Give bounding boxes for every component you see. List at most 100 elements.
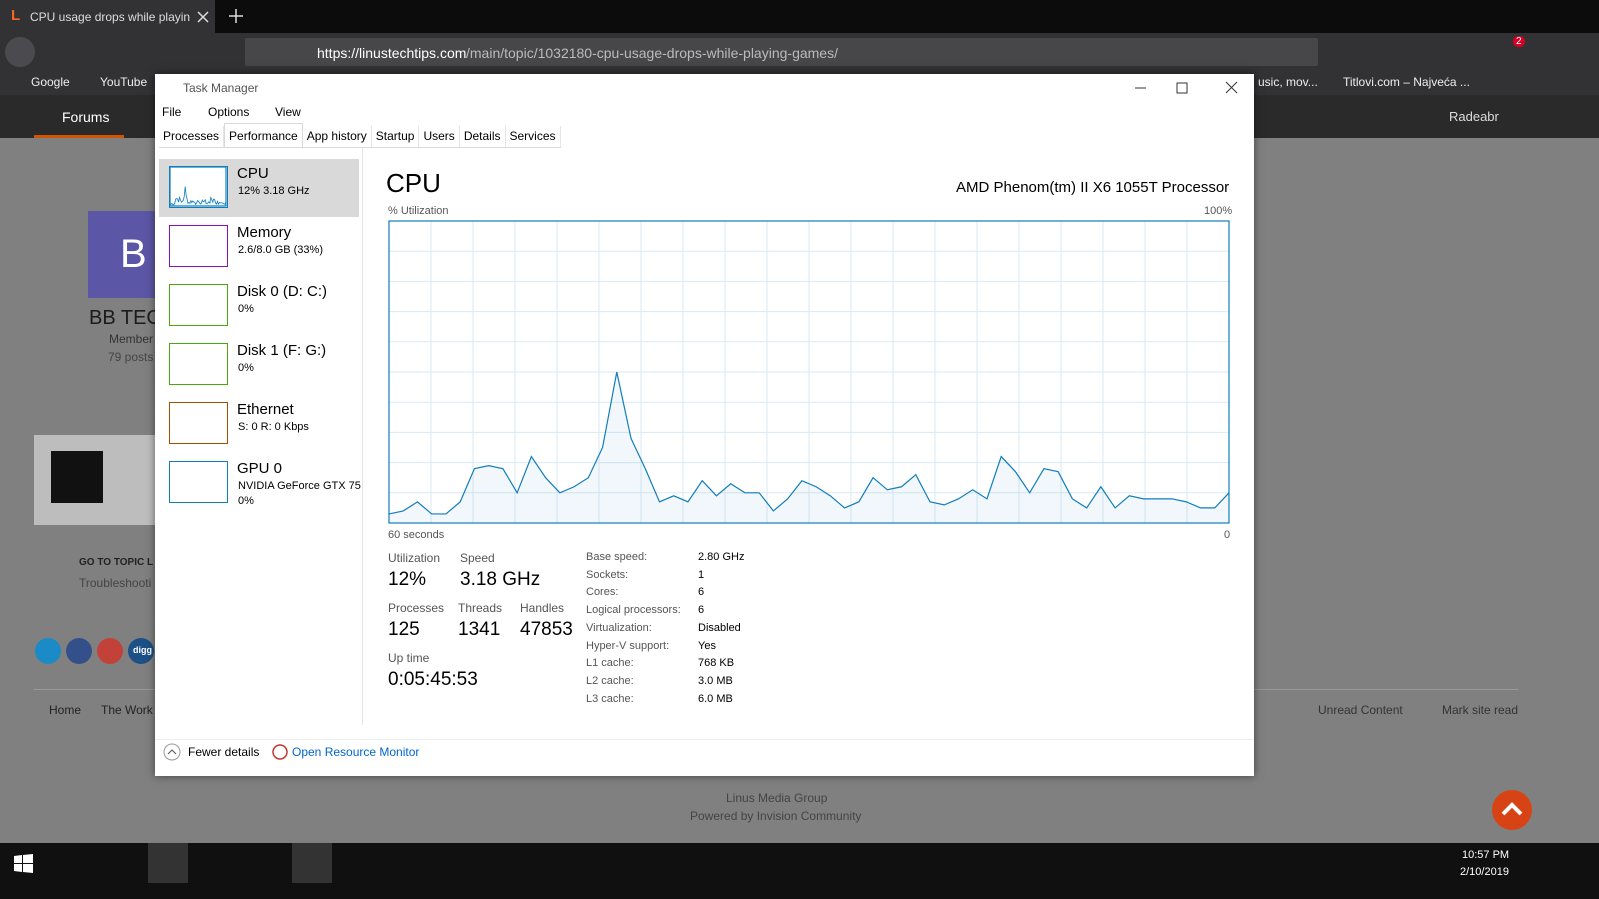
stat-value: 125 bbox=[388, 619, 420, 640]
footer-text: Linus Media Group bbox=[726, 791, 828, 805]
bookmark[interactable]: Google bbox=[31, 75, 70, 89]
spec-value: 3.0 MB bbox=[698, 674, 733, 687]
spec-label: Virtualization: bbox=[586, 621, 652, 634]
bookmark[interactable]: Titlovi.com – Najveća ... bbox=[1343, 75, 1470, 89]
bookmark[interactable]: YouTube bbox=[100, 75, 148, 89]
maximize[interactable] bbox=[1176, 82, 1188, 94]
heading: CPU bbox=[386, 168, 441, 198]
spec-value: 6 bbox=[698, 604, 705, 617]
device-detail: 0% bbox=[238, 303, 254, 315]
tab[interactable] bbox=[0, 0, 215, 33]
clock-time: 10:57 PM bbox=[1462, 849, 1510, 861]
menu-item[interactable]: Options bbox=[208, 105, 250, 119]
user-name[interactable]: Radeabr bbox=[1449, 109, 1499, 124]
extension-badge: 2 bbox=[1513, 36, 1525, 47]
device-detail: S: 0 R: 0 Kbps bbox=[238, 421, 309, 433]
breadcrumb[interactable]: Home bbox=[49, 703, 82, 717]
firefox-app[interactable] bbox=[148, 843, 188, 883]
user-avatar bbox=[51, 451, 103, 503]
window-title: Task Manager bbox=[183, 81, 259, 95]
device-name[interactable]: Disk 1 (F: G:) bbox=[237, 342, 327, 359]
author-role: Member bbox=[109, 332, 154, 346]
new-tab[interactable] bbox=[229, 9, 243, 23]
task-manager-window: Task Manager File Options View Processes Pe… bbox=[155, 74, 1254, 776]
device-detail: 2.6/8.0 GB (33%) bbox=[238, 244, 323, 256]
digg[interactable] bbox=[128, 638, 154, 664]
device-detail: 0% bbox=[238, 495, 254, 507]
spec-label: Hyper-V support: bbox=[586, 639, 670, 652]
unread-link[interactable]: Unread Content bbox=[1318, 703, 1403, 717]
spec-label: Sockets: bbox=[586, 568, 629, 581]
back-to-top[interactable] bbox=[1492, 790, 1532, 830]
breadcrumb[interactable]: The Work bbox=[101, 703, 153, 717]
spec-value: 6.0 MB bbox=[698, 692, 733, 705]
spec-value: 2.80 GHz bbox=[698, 551, 745, 563]
tab-bar: L CPU usage drops while playing bbox=[0, 0, 1599, 33]
processor-name: AMD Phenom(tm) II X6 1055T Processor bbox=[956, 179, 1230, 196]
tab[interactable]: Performance bbox=[224, 123, 303, 147]
go-to-topic[interactable]: GO TO TOPIC L bbox=[79, 557, 154, 568]
url-bar[interactable] bbox=[245, 38, 1318, 66]
back-button[interactable] bbox=[5, 37, 35, 67]
tab-icon: L bbox=[11, 7, 21, 24]
device-name[interactable]: CPU bbox=[237, 165, 269, 182]
twitter[interactable] bbox=[35, 638, 61, 664]
tab-strip: Processes Performance App history Startup Us… bbox=[159, 123, 561, 148]
y-max-label: 100% bbox=[1204, 205, 1233, 217]
tab[interactable]: Users bbox=[419, 126, 460, 147]
stat-value: 47853 bbox=[520, 619, 573, 640]
tab[interactable]: Services bbox=[506, 126, 561, 147]
stat-label: Threads bbox=[458, 601, 503, 615]
stat-label: Up time bbox=[388, 651, 430, 665]
menu-item[interactable]: File bbox=[162, 105, 182, 119]
clock-date: 2/10/2019 bbox=[1460, 866, 1509, 878]
tab[interactable]: Processes bbox=[159, 126, 225, 147]
device-detail: 12% 3.18 GHz bbox=[238, 185, 310, 197]
thumbnail bbox=[169, 343, 228, 385]
spec-label: L1 cache: bbox=[586, 657, 634, 670]
tab[interactable]: Details bbox=[460, 126, 506, 147]
stat-label: Utilization bbox=[388, 551, 441, 565]
tab-close[interactable] bbox=[197, 11, 209, 23]
divider bbox=[362, 147, 363, 725]
close[interactable] bbox=[1225, 81, 1238, 94]
digg-label: digg bbox=[133, 645, 152, 655]
tab[interactable]: App history bbox=[303, 126, 372, 147]
menu-item[interactable]: View bbox=[275, 105, 301, 119]
author-posts: 79 posts bbox=[108, 350, 154, 364]
spec-value: Disabled bbox=[698, 621, 741, 634]
window-controls bbox=[1135, 81, 1238, 94]
resource-monitor-link[interactable]: Open Resource Monitor bbox=[292, 745, 420, 759]
bookmark[interactable]: usic, mov... bbox=[1258, 75, 1318, 89]
device-name[interactable]: GPU 0 bbox=[237, 460, 283, 477]
author-name[interactable]: BB TEC bbox=[89, 307, 161, 329]
tab[interactable]: Startup bbox=[372, 126, 420, 147]
topic-category[interactable]: Troubleshooti bbox=[79, 576, 152, 590]
stat-value: 0:05:45:53 bbox=[388, 669, 478, 690]
footer-line bbox=[155, 739, 1254, 740]
start-button[interactable] bbox=[14, 854, 34, 874]
footer-text: Powered by Invision Community bbox=[690, 809, 862, 823]
device-name[interactable]: Memory bbox=[237, 224, 292, 241]
mark-read-link[interactable]: Mark site read bbox=[1442, 703, 1519, 717]
spec-label: Base speed: bbox=[586, 551, 648, 563]
stat-value: 3.18 GHz bbox=[460, 569, 541, 590]
toolbar: https://linustechtips.com /main/topic/10… bbox=[0, 33, 1599, 70]
device-name[interactable]: Ethernet bbox=[237, 401, 294, 418]
device-detail: NVIDIA GeForce GTX 75 bbox=[238, 480, 361, 492]
google-plus[interactable] bbox=[97, 638, 123, 664]
url-domain: https://linustechtips.com bbox=[317, 45, 467, 61]
tab-title: CPU usage drops while playing bbox=[30, 10, 190, 24]
y-axis-label: % Utilization bbox=[388, 205, 449, 217]
stat-value: 12% bbox=[388, 569, 427, 590]
thumbnail bbox=[169, 225, 228, 267]
taskmgr-app[interactable] bbox=[292, 843, 332, 883]
spec-label: Logical processors: bbox=[586, 604, 681, 617]
thumbnail bbox=[169, 461, 228, 503]
device-name[interactable]: Disk 0 (D: C:) bbox=[237, 283, 327, 300]
monitor-icon bbox=[272, 744, 288, 760]
nav-forums[interactable]: Forums bbox=[62, 109, 110, 125]
facebook[interactable] bbox=[66, 638, 92, 664]
fewer-icon[interactable] bbox=[163, 743, 183, 763]
fewer-details[interactable]: Fewer details bbox=[188, 745, 260, 759]
